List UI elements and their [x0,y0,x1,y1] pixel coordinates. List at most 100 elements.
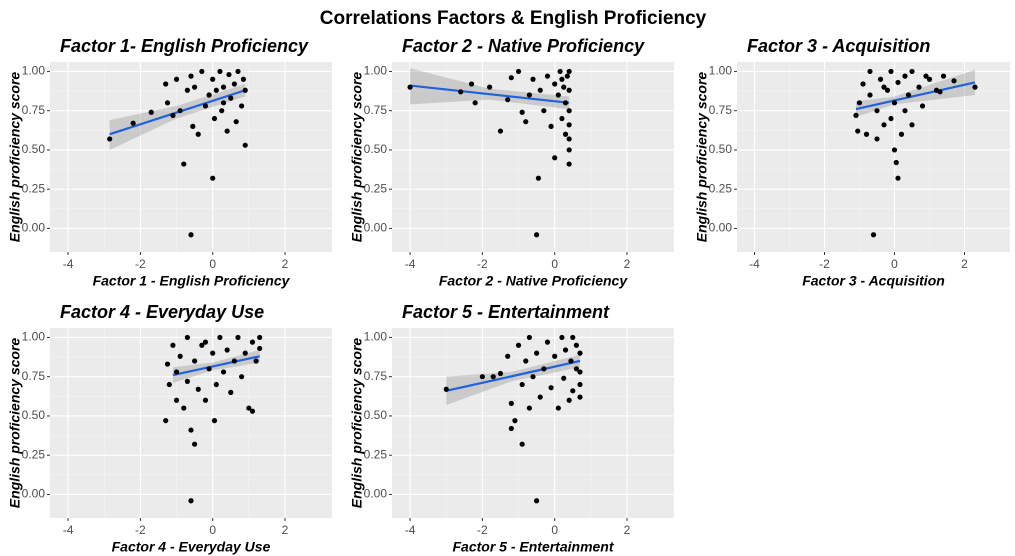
point [570,388,576,394]
x-tick-label: 0 [209,257,216,271]
y-tick-label: 0.25 [709,181,733,195]
point [870,232,877,238]
y-tick-label: 0.25 [22,181,46,195]
point [231,358,237,364]
point [170,112,176,118]
point [905,92,912,98]
point [239,103,245,109]
point [173,397,180,403]
panel: 0.00 0.25 0.50 0.75 1.00 -4 -2 0 2 Factor 3 - Acq… [694,36,1010,289]
point [192,358,198,364]
point [505,353,511,359]
x-axis-title: Factor 2 - Native Proficiency [439,273,629,289]
point [909,122,915,128]
point [224,347,230,353]
point [202,103,209,109]
panel: 0.00 0.25 0.50 0.75 1.00 -4 -2 0 2 Factor 5 - Ent… [349,302,674,555]
point [188,498,194,504]
point [228,389,234,395]
point [895,175,901,181]
point [523,119,529,125]
y-tick-label: 0.75 [709,103,733,117]
x-tick-label: -2 [477,523,488,537]
point [163,81,169,87]
x-tick-label: 2 [624,523,631,537]
point [877,76,884,82]
point [566,68,572,75]
point [926,76,933,82]
point [893,159,899,166]
point [177,353,183,359]
panel-title: Factor 3 - Acquisition [747,36,930,56]
point [210,175,216,181]
confidence-band [446,354,580,405]
point [526,405,532,411]
point [443,386,449,392]
fit-line [445,359,581,392]
point [206,366,212,372]
point [407,84,413,90]
x-axis-title: Factor 1 - English Proficiency [93,273,291,289]
point [210,76,216,82]
y-tick-label: 0.00 [364,487,388,501]
point [577,381,583,388]
point [220,84,227,90]
fit-line [172,355,260,377]
point [559,76,565,82]
point [562,100,569,106]
point [242,87,248,93]
x-tick-label: -2 [819,257,830,271]
fit-line [109,89,246,136]
point [512,418,518,424]
confidence-band [856,69,975,117]
point [213,381,219,388]
x-tick-label: 2 [282,257,289,271]
point [173,76,180,82]
point [874,136,880,142]
point [240,76,247,82]
point [891,147,898,153]
point [199,342,205,348]
point [898,131,905,137]
point [534,350,540,356]
point [535,175,542,181]
point [881,122,887,128]
point [515,342,522,348]
y-tick-label: 0.00 [709,221,733,235]
y-tick-label: 0.75 [364,103,388,117]
point [497,128,504,134]
point [490,374,496,380]
y-axis-title: English proficiency score [694,72,710,243]
point [853,112,859,118]
point [210,350,216,356]
y-tick-label: 0.50 [364,408,388,422]
point [192,84,198,90]
y-tick-label: 0.50 [22,142,46,156]
point [211,115,218,122]
point [257,345,263,352]
point [544,339,551,345]
point [508,75,514,81]
point [170,342,176,348]
x-tick-label: -4 [405,257,416,271]
x-tick-label: 0 [209,523,216,537]
x-tick-label: -4 [749,257,760,271]
y-axis-title: English proficiency score [7,338,23,509]
point [566,397,572,403]
y-tick-label: 1.00 [364,330,388,344]
point [519,109,525,115]
point [181,405,187,411]
point [164,100,171,106]
y-tick-label: 1.00 [22,64,46,78]
point [257,334,263,341]
panel: 0.00 0.25 0.50 0.75 1.00 -4 -2 0 2 Factor 1- Engl… [7,36,332,289]
point [902,73,908,79]
point [233,119,239,125]
point [130,120,136,126]
point [559,334,565,341]
panel: 0.00 0.25 0.50 0.75 1.00 -4 -2 0 2 Factor 2 - Nat… [349,36,674,289]
chart-title: Correlations Factors & English Proficien… [320,8,707,29]
point [559,115,565,122]
x-axis-title: Factor 5 - Entertainment [452,539,614,555]
point [564,73,570,79]
